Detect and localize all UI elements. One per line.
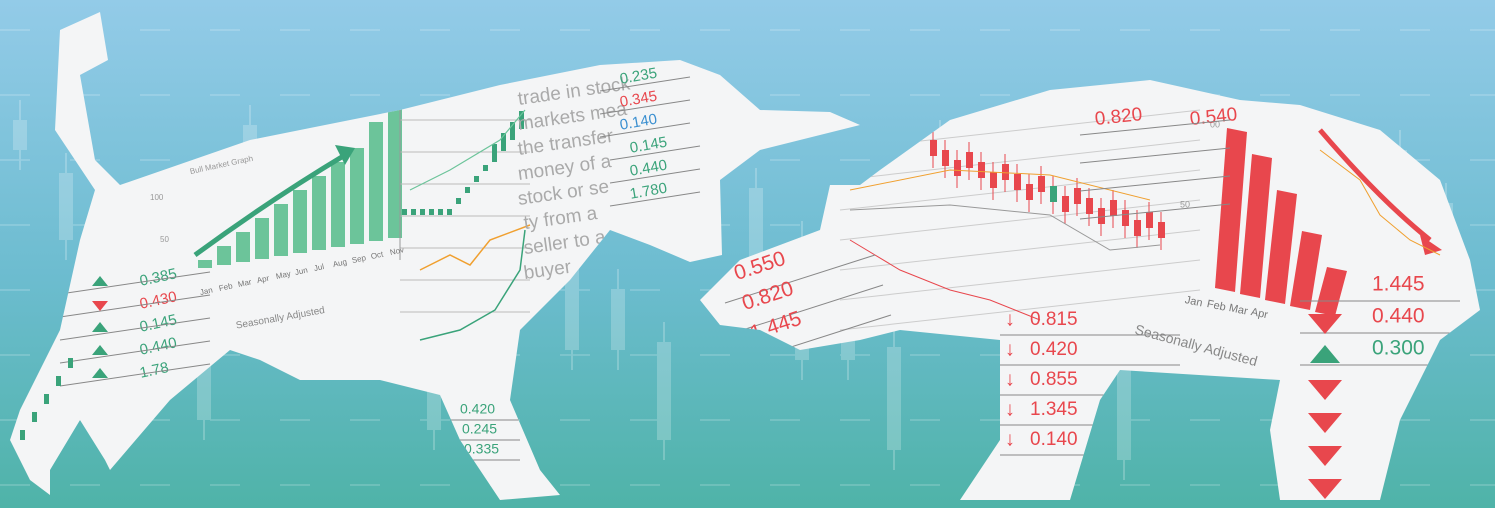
candle	[966, 152, 973, 168]
table-value: 1.345	[1030, 399, 1078, 420]
table-arrow: ↓	[1005, 308, 1015, 330]
candle	[1098, 208, 1105, 224]
candle	[438, 209, 443, 215]
candle	[402, 209, 407, 215]
table-value: 0.855	[1030, 369, 1078, 390]
candle	[420, 209, 425, 215]
bg-candle	[657, 342, 671, 440]
bg-candle	[13, 120, 27, 150]
candle	[411, 209, 416, 215]
candle	[1134, 220, 1141, 236]
table-value: 0.440	[1372, 305, 1425, 328]
candle	[44, 394, 49, 404]
graph-bar	[255, 218, 269, 259]
candle	[1014, 174, 1021, 190]
candle	[930, 140, 937, 156]
candle	[447, 209, 452, 215]
candle	[1110, 200, 1117, 216]
graph-bar	[369, 122, 383, 241]
candle	[1086, 198, 1093, 214]
y-tick-label: 100	[150, 193, 164, 202]
bg-candle	[887, 347, 901, 450]
candle	[20, 430, 25, 440]
table-arrow: ↓	[1005, 398, 1015, 420]
table-arrow: ↓	[1005, 338, 1015, 360]
candle	[465, 187, 470, 193]
candle	[978, 162, 985, 178]
candle	[1158, 222, 1165, 238]
graph-bar	[312, 176, 326, 250]
candle	[1002, 164, 1009, 180]
table-value: 0.300	[1372, 337, 1425, 360]
candle	[1074, 188, 1081, 204]
candle	[990, 172, 997, 188]
candle	[942, 150, 949, 166]
table-value: 0.420	[460, 401, 495, 417]
graph-bar	[331, 162, 345, 247]
graph-bar	[350, 148, 364, 244]
graph-bar	[293, 190, 307, 253]
bg-candle	[611, 289, 625, 350]
table-value: 0.420	[1030, 339, 1078, 360]
candle	[456, 198, 461, 204]
graph-bar	[274, 204, 288, 256]
table-value: 0.140	[1030, 429, 1078, 450]
candle	[954, 160, 961, 176]
candle	[1050, 186, 1057, 202]
graph-bar	[236, 232, 250, 262]
graph-bar	[198, 260, 212, 268]
candle	[429, 209, 434, 215]
candle	[56, 376, 61, 386]
candle	[492, 144, 497, 162]
bg-candle	[59, 173, 73, 240]
candle	[483, 165, 488, 171]
candle	[32, 412, 37, 422]
table-value: 0.245	[462, 421, 497, 437]
candle	[68, 358, 73, 368]
candle	[1026, 184, 1033, 200]
candle	[474, 176, 479, 182]
candle	[1146, 212, 1153, 228]
table-value: 0.815	[1030, 309, 1078, 330]
candle	[1122, 210, 1129, 226]
graph-bar	[217, 246, 231, 265]
table-arrow: ↓	[1005, 428, 1015, 450]
table-arrow: ↓	[1005, 368, 1015, 390]
candle	[1038, 176, 1045, 192]
y-tick-label: 50	[160, 235, 169, 244]
candle	[1062, 196, 1069, 212]
table-value: 1.445	[1372, 273, 1425, 296]
illustration: Bull Market Graph10050JanFebMarAprMayJun…	[0, 0, 1495, 508]
